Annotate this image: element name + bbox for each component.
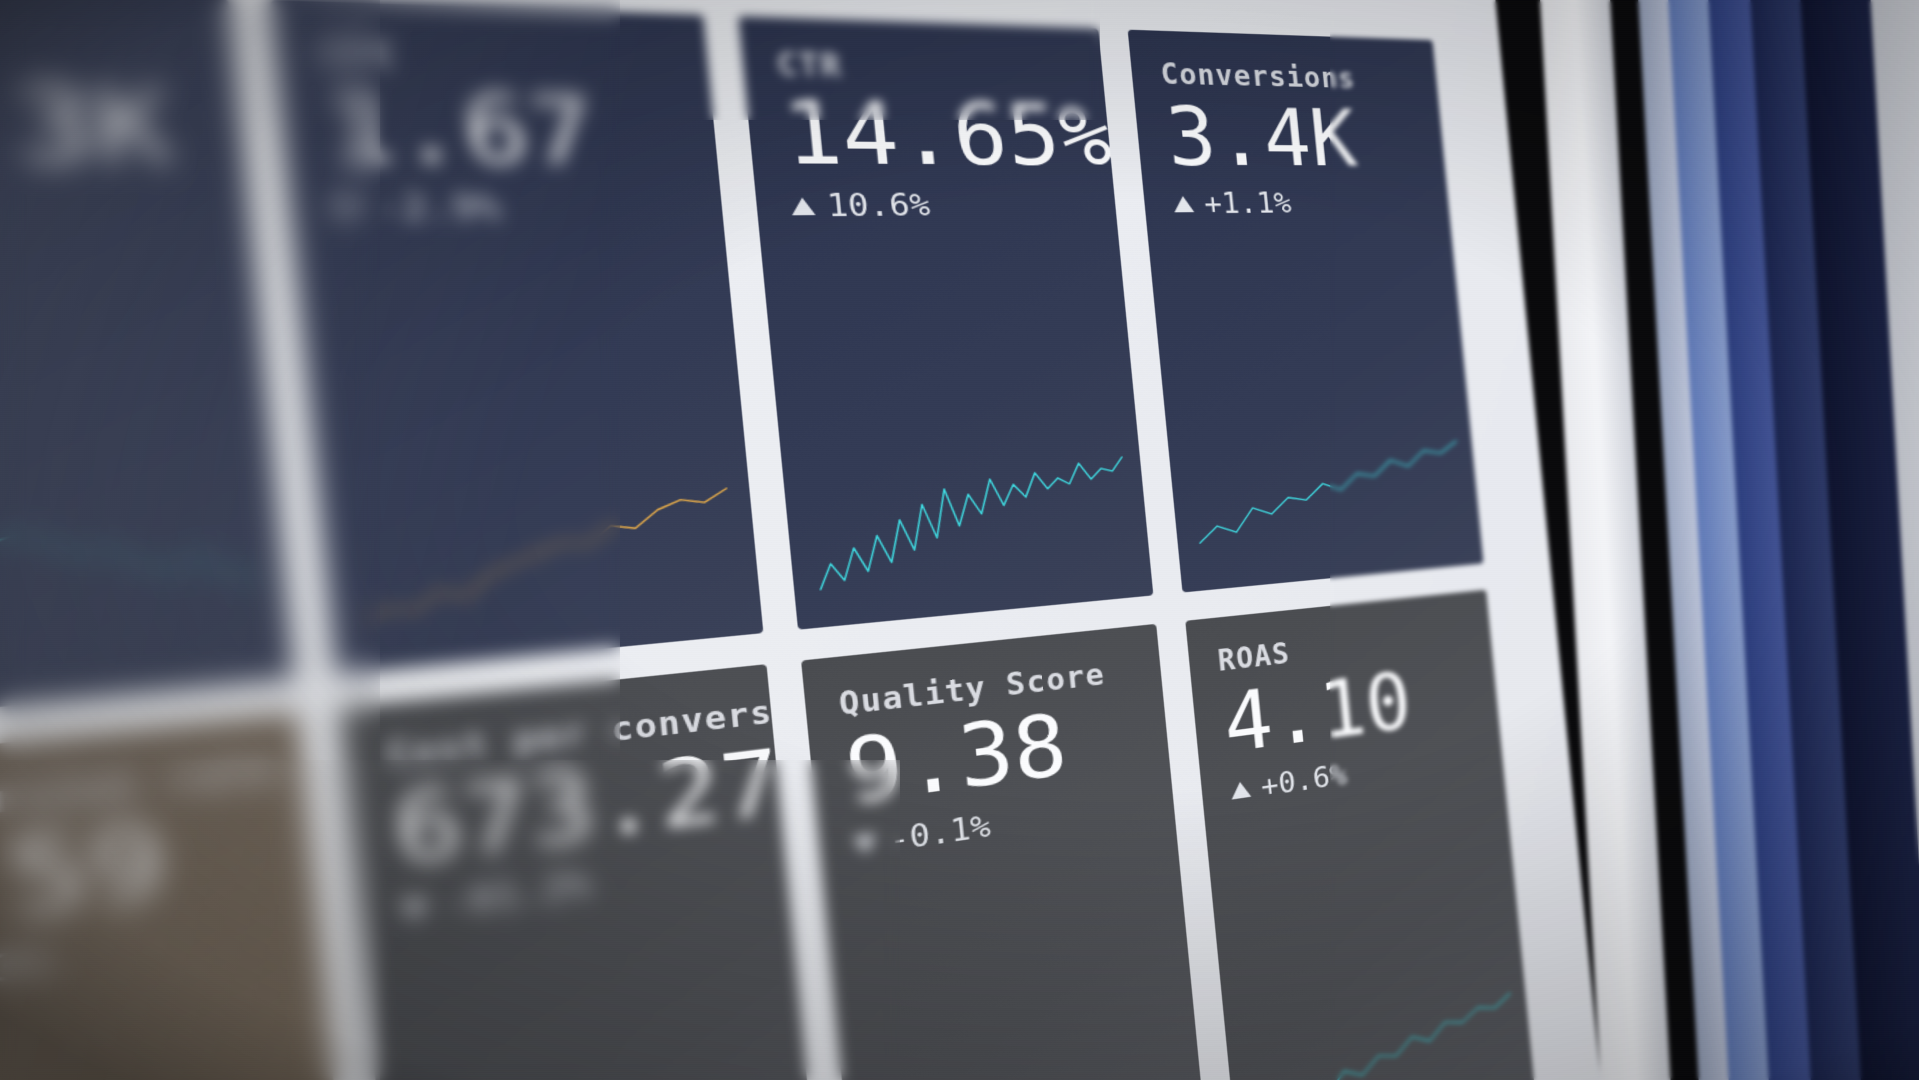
kpi-card-conversion-rate[interactable]: Conversion rate 2.59 -0.3%	[0, 712, 365, 1080]
kpi-delta-text: -0.3%	[0, 941, 56, 1007]
kpi-value: 14.65%	[778, 83, 1116, 185]
kpi-card-roas[interactable]: ROAS 4.10 +0.6%	[1185, 589, 1538, 1080]
kpi-delta: +2.8%	[0, 190, 212, 235]
kpi-card-conversions[interactable]: Conversions 3.4K +1.1%	[1127, 29, 1484, 593]
kpi-delta-text: +0.6%	[1259, 758, 1349, 805]
kpi-label: Clicks	[0, 19, 196, 71]
kpi-delta-text: 10.6%	[825, 188, 932, 225]
kpi-sparkline	[0, 501, 265, 687]
kpi-delta: -2.9%	[331, 189, 691, 230]
kpi-delta: 10.6%	[789, 188, 1089, 225]
kpi-label: CTR	[775, 48, 844, 85]
kpi-delta: +1.1%	[1172, 187, 1427, 221]
kpi-card-cost-per-conversion[interactable]: Cost per conversion 673.27 -01.2%	[339, 664, 827, 1080]
kpi-delta-text: -2.9%	[374, 189, 503, 230]
kpi-delta-text: +1.1%	[1202, 187, 1293, 222]
kpi-card-grid: Impressions1.2M+4.2%Clicks27.3K+2.8%CPC1…	[0, 0, 1538, 1080]
kpi-sparkline	[871, 1045, 1191, 1080]
kpi-value: 3.4K	[1162, 91, 1361, 185]
arrow-up-icon	[1229, 781, 1252, 801]
kpi-value: 1.67	[319, 73, 599, 186]
kpi-sparkline	[1247, 978, 1519, 1080]
monitor-screen: Dashboard Impressions1.2M+4.2%Clicks27.3…	[0, 0, 1619, 1080]
arrow-up-icon	[789, 198, 816, 216]
kpi-card-quality-score[interactable]: Quality Score 9.38 -0.1%	[800, 623, 1212, 1080]
kpi-label: CPC	[315, 35, 398, 76]
kpi-sparkline	[808, 447, 1132, 596]
arrow-down-icon	[331, 199, 363, 220]
kpi-label: Conversions	[1159, 58, 1357, 96]
kpi-value: 27.3K	[0, 62, 177, 186]
kpi-card-cpc[interactable]: CPC 1.67 -2.9%	[270, 0, 763, 675]
kpi-card-ctr[interactable]: CTR 14.65% 10.6%	[737, 16, 1154, 630]
arrow-down-icon	[400, 898, 431, 922]
kpi-sparkline	[1190, 427, 1465, 563]
kpi-sparkline	[351, 472, 738, 638]
arrow-down-icon	[852, 834, 878, 856]
kpi-card-clicks[interactable]: Clicks27.3K+2.8%	[0, 0, 295, 729]
arrow-up-icon	[1172, 196, 1195, 213]
